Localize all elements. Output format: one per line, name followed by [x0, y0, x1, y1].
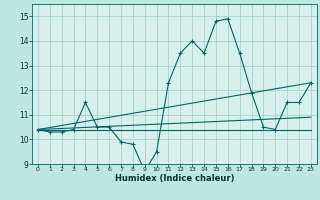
X-axis label: Humidex (Indice chaleur): Humidex (Indice chaleur) — [115, 174, 234, 183]
